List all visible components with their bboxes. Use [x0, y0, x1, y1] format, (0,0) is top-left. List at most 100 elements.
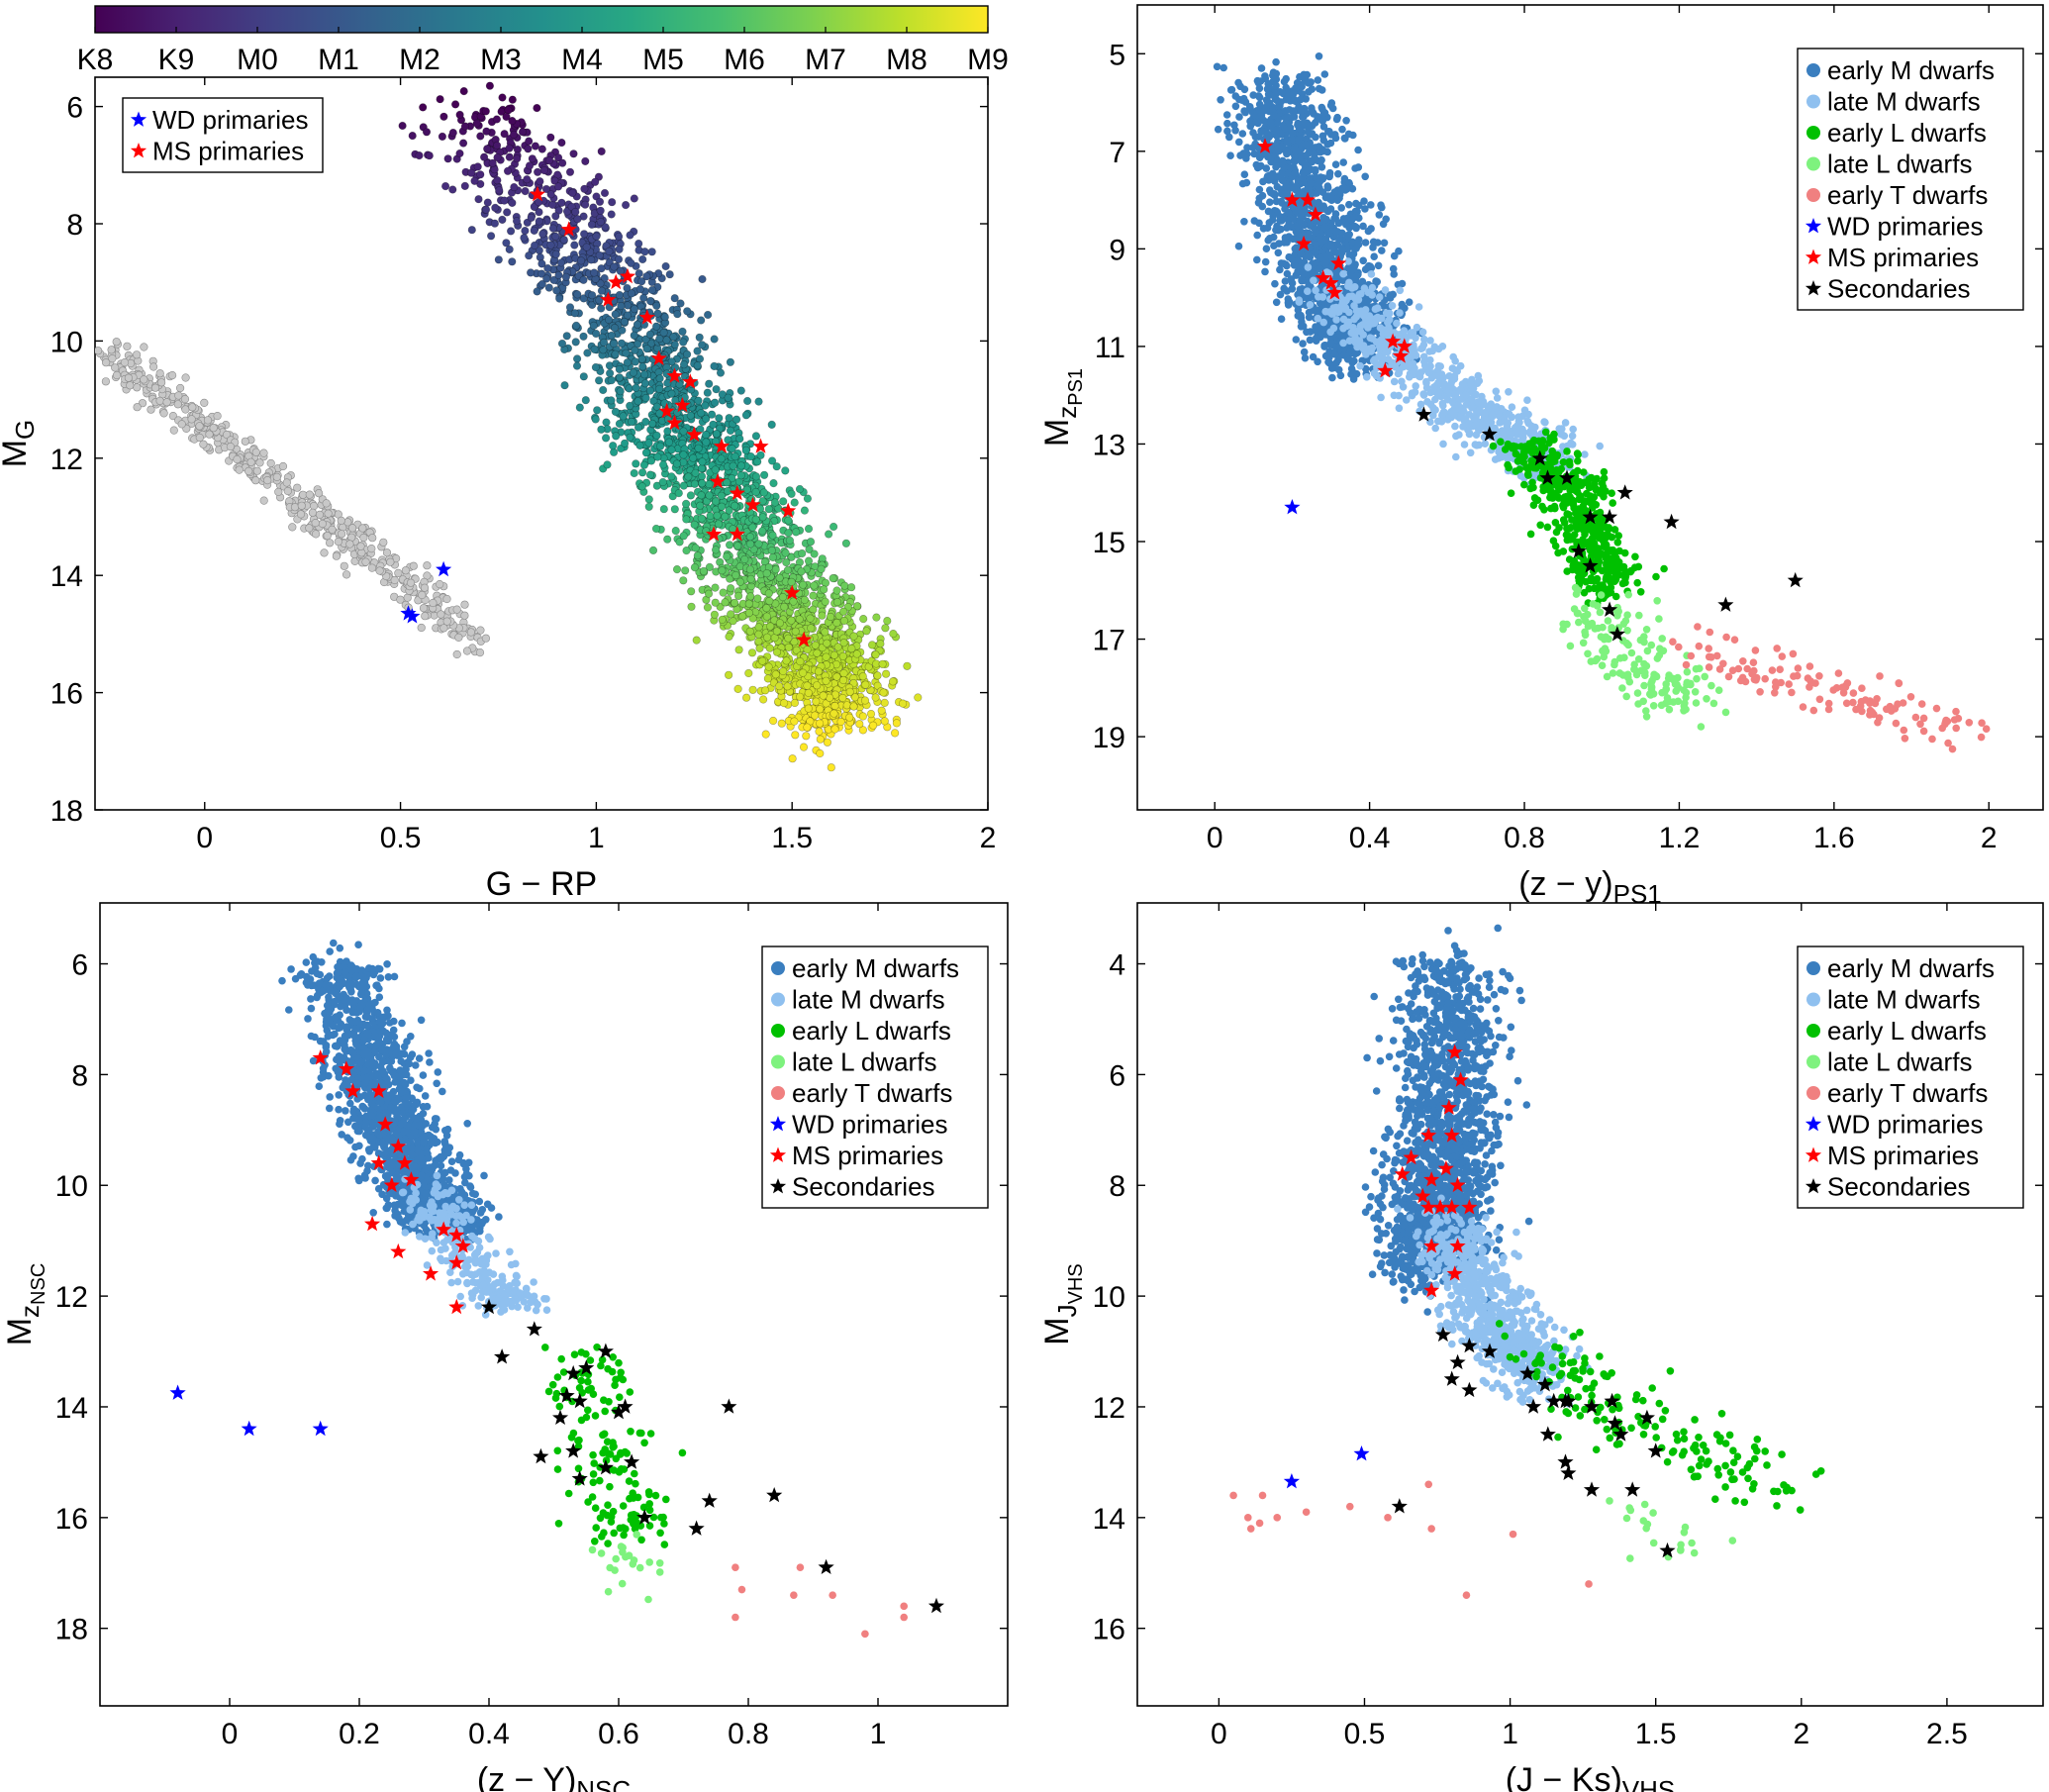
main-sequence-colored-by-spectral-type-point — [799, 580, 808, 589]
white-dwarf-sequence-point — [174, 391, 183, 400]
main-sequence-colored-by-spectral-type-point — [862, 627, 871, 636]
main-sequence-colored-by-spectral-type-point — [769, 479, 778, 488]
early-m-dwarfs-point — [1292, 84, 1300, 92]
main-sequence-colored-by-spectral-type-point — [579, 230, 589, 239]
white-dwarf-sequence-point — [367, 563, 377, 572]
early-m-dwarfs-point — [1312, 133, 1319, 142]
main-sequence-colored-by-spectral-type-point — [836, 717, 845, 727]
main-sequence-colored-by-spectral-type-point — [425, 151, 434, 160]
white-dwarf-sequence-point — [318, 519, 327, 529]
main-sequence-colored-by-spectral-type-point — [711, 497, 721, 506]
main-sequence-colored-by-spectral-type-point — [728, 445, 736, 453]
main-sequence-colored-by-spectral-type-point — [614, 232, 624, 241]
main-sequence-colored-by-spectral-type-point — [512, 217, 522, 226]
early-m-dwarfs-point — [1262, 164, 1271, 172]
main-sequence-colored-by-spectral-type-point — [679, 427, 688, 436]
main-sequence-colored-by-spectral-type-point — [868, 721, 878, 730]
main-sequence-colored-by-spectral-type-point — [652, 301, 661, 310]
main-sequence-colored-by-spectral-type-point — [626, 231, 634, 240]
main-sequence-colored-by-spectral-type-point — [772, 647, 782, 656]
x-tick-label: 0.5 — [380, 822, 422, 854]
main-sequence-colored-by-spectral-type-point — [783, 565, 793, 575]
main-sequence-colored-by-spectral-type-point — [639, 293, 648, 303]
main-sequence-colored-by-spectral-type-point — [615, 364, 624, 374]
early-m-dwarfs-point — [1301, 160, 1309, 168]
main-sequence-colored-by-spectral-type-point — [660, 313, 669, 322]
main-sequence-colored-by-spectral-type-point — [718, 615, 727, 625]
x-tick-label: 0 — [196, 822, 213, 854]
main-sequence-colored-by-spectral-type-point — [618, 326, 627, 335]
main-sequence-colored-by-spectral-type-point — [829, 573, 837, 583]
main-sequence-colored-by-spectral-type-point — [758, 513, 767, 522]
white-dwarf-sequence-point — [259, 496, 268, 505]
early-m-dwarfs-point — [1261, 72, 1269, 80]
main-sequence-colored-by-spectral-type-point — [883, 616, 892, 626]
late-m-dwarfs-point — [1396, 309, 1404, 317]
main-sequence-colored-by-spectral-type-point — [669, 333, 678, 342]
ms-primaries-star — [650, 349, 667, 365]
main-sequence-colored-by-spectral-type-point — [587, 220, 597, 229]
main-sequence-colored-by-spectral-type-point — [698, 479, 707, 488]
early-m-dwarfs-point — [1223, 127, 1231, 136]
early-m-dwarfs-point — [1312, 337, 1320, 346]
white-dwarf-sequence-point — [195, 422, 204, 431]
main-sequence-colored-by-spectral-type-point — [797, 567, 806, 576]
white-dwarf-sequence-point — [375, 566, 384, 575]
main-sequence-colored-by-spectral-type-point — [605, 368, 615, 378]
main-sequence-colored-by-spectral-type-point — [765, 644, 774, 652]
main-sequence-colored-by-spectral-type-point — [832, 672, 841, 681]
main-sequence-colored-by-spectral-type-point — [898, 699, 908, 708]
main-sequence-colored-by-spectral-type-point — [588, 291, 597, 300]
main-sequence-colored-by-spectral-type-point — [634, 269, 643, 278]
legend-box — [122, 97, 324, 173]
main-sequence-colored-by-spectral-type-point — [599, 385, 608, 395]
y-tick-label: 14 — [50, 560, 83, 593]
main-sequence-colored-by-spectral-type-point — [603, 460, 612, 469]
main-sequence-colored-by-spectral-type-point — [876, 640, 885, 648]
main-sequence-colored-by-spectral-type-point — [880, 717, 889, 726]
early-m-dwarfs-point — [1398, 279, 1407, 288]
main-sequence-colored-by-spectral-type-point — [871, 650, 880, 659]
main-sequence-colored-by-spectral-type-point — [738, 612, 747, 621]
main-sequence-colored-by-spectral-type-point — [798, 548, 807, 558]
main-sequence-colored-by-spectral-type-point — [745, 540, 755, 548]
main-sequence-colored-by-spectral-type-point — [600, 188, 610, 198]
main-sequence-colored-by-spectral-type-point — [822, 699, 830, 708]
early-m-dwarfs-point — [1213, 62, 1221, 71]
early-m-dwarfs-point — [1291, 245, 1300, 253]
main-sequence-colored-by-spectral-type-point — [751, 487, 760, 497]
white-dwarf-sequence-point — [420, 583, 430, 592]
main-sequence-colored-by-spectral-type-point — [756, 450, 765, 459]
late-m-dwarfs-point — [1312, 286, 1319, 295]
main-sequence-colored-by-spectral-type-point — [590, 345, 599, 354]
main-sequence-colored-by-spectral-type-point — [591, 362, 601, 372]
main-sequence-colored-by-spectral-type-point — [470, 176, 479, 185]
early-m-dwarfs-point — [1264, 90, 1273, 99]
main-sequence-colored-by-spectral-type-point — [810, 581, 819, 590]
white-dwarf-sequence-point — [150, 383, 160, 392]
early-m-dwarfs-point — [1342, 117, 1350, 125]
white-dwarf-sequence-point — [359, 533, 368, 543]
ms-primaries-star — [674, 397, 691, 413]
late-m-dwarfs-point — [1396, 286, 1405, 295]
early-m-dwarfs-point — [1283, 138, 1292, 146]
main-sequence-colored-by-spectral-type-point — [485, 81, 495, 90]
early-m-dwarfs-point — [1337, 245, 1346, 252]
white-dwarf-sequence-point — [436, 579, 444, 589]
main-sequence-colored-by-spectral-type-point — [487, 232, 496, 241]
main-sequence-colored-by-spectral-type-point — [711, 546, 721, 554]
main-sequence-colored-by-spectral-type-point — [716, 368, 726, 377]
early-m-dwarfs-point — [1255, 194, 1264, 203]
early-m-dwarfs-point — [1271, 279, 1279, 288]
main-sequence-colored-by-spectral-type-point — [659, 505, 668, 514]
main-sequence-colored-by-spectral-type-point — [712, 430, 722, 439]
main-sequence-colored-by-spectral-type-point — [683, 307, 692, 316]
main-sequence-colored-by-spectral-type-point — [630, 305, 639, 314]
early-m-dwarfs-point — [1277, 197, 1285, 206]
early-m-dwarfs-point — [1272, 75, 1281, 83]
main-sequence-colored-by-spectral-type-point — [481, 107, 490, 116]
main-sequence-colored-by-spectral-type-point — [601, 434, 611, 443]
data-points — [95, 81, 923, 772]
white-dwarf-sequence-point — [226, 443, 235, 451]
main-sequence-colored-by-spectral-type-point — [494, 255, 503, 264]
